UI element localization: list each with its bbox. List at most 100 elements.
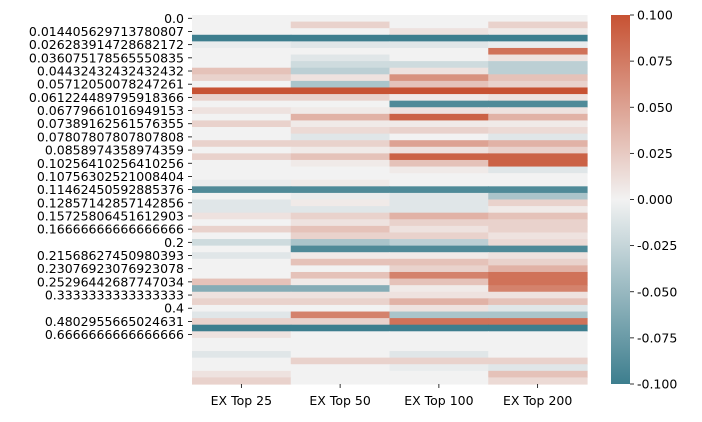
heatmap-cell <box>290 219 391 227</box>
heatmap-cell <box>488 133 588 141</box>
heatmap-cell <box>290 120 391 128</box>
heatmap-cell <box>488 265 588 273</box>
heatmap-cell <box>192 291 292 299</box>
heatmap-cell <box>389 364 489 372</box>
heatmap-cell <box>488 120 588 128</box>
heatmap-cell <box>389 331 489 339</box>
row-tick-label: 0.11462450592885376 <box>37 182 184 197</box>
heatmap-cell <box>488 298 588 306</box>
heatmap-cell <box>290 61 391 69</box>
heatmap-cell <box>389 318 489 326</box>
row-tick-label: 0.036075178565550835 <box>29 50 184 65</box>
heatmap-cell <box>488 192 588 201</box>
heatmap-cell <box>192 337 292 346</box>
heatmap-cell <box>389 271 489 280</box>
heatmap-cell <box>488 173 588 181</box>
heatmap-cell <box>389 199 489 207</box>
heatmap-cell <box>192 47 292 56</box>
heatmap-cell <box>488 304 588 313</box>
heatmap-cell <box>290 54 391 62</box>
heatmap-cell <box>290 258 391 266</box>
heatmap-cell <box>488 21 588 29</box>
heatmap-cell <box>389 107 489 115</box>
heatmap-cell <box>389 285 489 293</box>
heatmap-cell <box>488 67 588 75</box>
heatmap-cell <box>290 153 391 161</box>
heatmap-cell <box>488 285 588 293</box>
heatmap-cell <box>192 311 292 319</box>
heatmap-cell <box>290 271 391 280</box>
heatmap-cell <box>389 34 489 42</box>
heatmap-cell <box>192 41 292 49</box>
row-tick-label: 0.06779661016949153 <box>37 103 184 118</box>
heatmap-cell <box>488 199 588 207</box>
heatmap-cell <box>290 47 391 56</box>
heatmap-cell <box>389 133 489 141</box>
heatmap-cell <box>488 258 588 266</box>
row-tick-label: 0.07807807807807808 <box>37 129 184 144</box>
heatmap-cell <box>389 351 489 359</box>
row-tick-label: 0.10256410256410256 <box>37 156 184 171</box>
row-tick-label: 0.23076923076923078 <box>37 261 184 276</box>
heatmap-cell <box>290 298 391 306</box>
heatmap-cell <box>192 107 292 115</box>
heatmap-cell <box>389 94 489 102</box>
heatmap-cell <box>488 219 588 227</box>
heatmap-cell <box>488 318 588 326</box>
heatmap-cell <box>192 271 292 280</box>
heatmap-cell <box>488 159 588 168</box>
heatmap-cell <box>290 133 391 141</box>
heatmap-cell <box>488 252 588 260</box>
heatmap-cell <box>290 67 391 75</box>
heatmap-cell <box>192 258 292 266</box>
heatmap-cell <box>290 87 391 95</box>
heatmap-cell <box>192 331 292 339</box>
heatmap-cell <box>290 225 391 234</box>
colorbar-tick-label: 0.050 <box>637 100 673 115</box>
heatmap-cell <box>389 120 489 128</box>
row-tick-label: 0.21568627450980393 <box>37 248 184 263</box>
heatmap-cell <box>488 34 588 42</box>
heatmap-cell <box>488 140 588 148</box>
heatmap-cell <box>192 351 292 359</box>
heatmap-cell <box>192 265 292 273</box>
heatmap-cell <box>290 206 391 214</box>
colorbar-tick-label: 0.075 <box>637 54 673 69</box>
row-tick-label: 0.05712050078247261 <box>37 77 184 92</box>
heatmap-cell <box>290 364 391 372</box>
heatmap-cell <box>290 15 391 23</box>
colorbar-ticks: -0.100 -0.075 -0.050 -0.025 0.000 0.025 0.050 0… <box>630 8 677 392</box>
heatmap-cell <box>389 54 489 62</box>
heatmap-cell <box>290 159 391 168</box>
heatmap-cell <box>192 15 292 23</box>
heatmap-cell <box>192 173 292 181</box>
heatmap-cell <box>488 324 588 332</box>
heatmap-cell <box>290 311 391 319</box>
heatmap-cell <box>488 80 588 89</box>
heatmap-cell <box>290 357 391 365</box>
row-tick-label: 0.0858974358974359 <box>45 143 184 158</box>
heatmap-cell <box>389 291 489 299</box>
row-tick-label: 0.4802955665024631 <box>45 314 184 329</box>
heatmap-cell <box>389 311 489 319</box>
heatmap-cell <box>290 113 391 122</box>
row-tick-label: 0.25296442687747034 <box>37 274 184 289</box>
heatmap-cell <box>290 377 391 385</box>
heatmap-cell <box>389 186 489 194</box>
heatmap-cell <box>192 239 292 247</box>
heatmap-cell <box>488 357 588 365</box>
heatmap-cell <box>389 28 489 36</box>
row-tick-label: 0.12857142857142856 <box>37 195 184 210</box>
row-tick-label: 0.061224489795918366 <box>29 90 184 105</box>
heatmap-cell <box>488 100 588 108</box>
heatmap-cell <box>389 100 489 108</box>
heatmap-cell <box>488 179 588 187</box>
column-tick-label: EX Top 50 <box>309 393 370 408</box>
row-tick-label: 0.3333333333333333 <box>45 288 184 303</box>
row-tick-label: 0.0 <box>164 11 184 26</box>
heatmap-cell <box>488 146 588 154</box>
heatmap-cell <box>290 285 391 293</box>
heatmap-cell <box>389 146 489 154</box>
heatmap-cell <box>389 370 489 379</box>
heatmap-cell <box>192 285 292 293</box>
